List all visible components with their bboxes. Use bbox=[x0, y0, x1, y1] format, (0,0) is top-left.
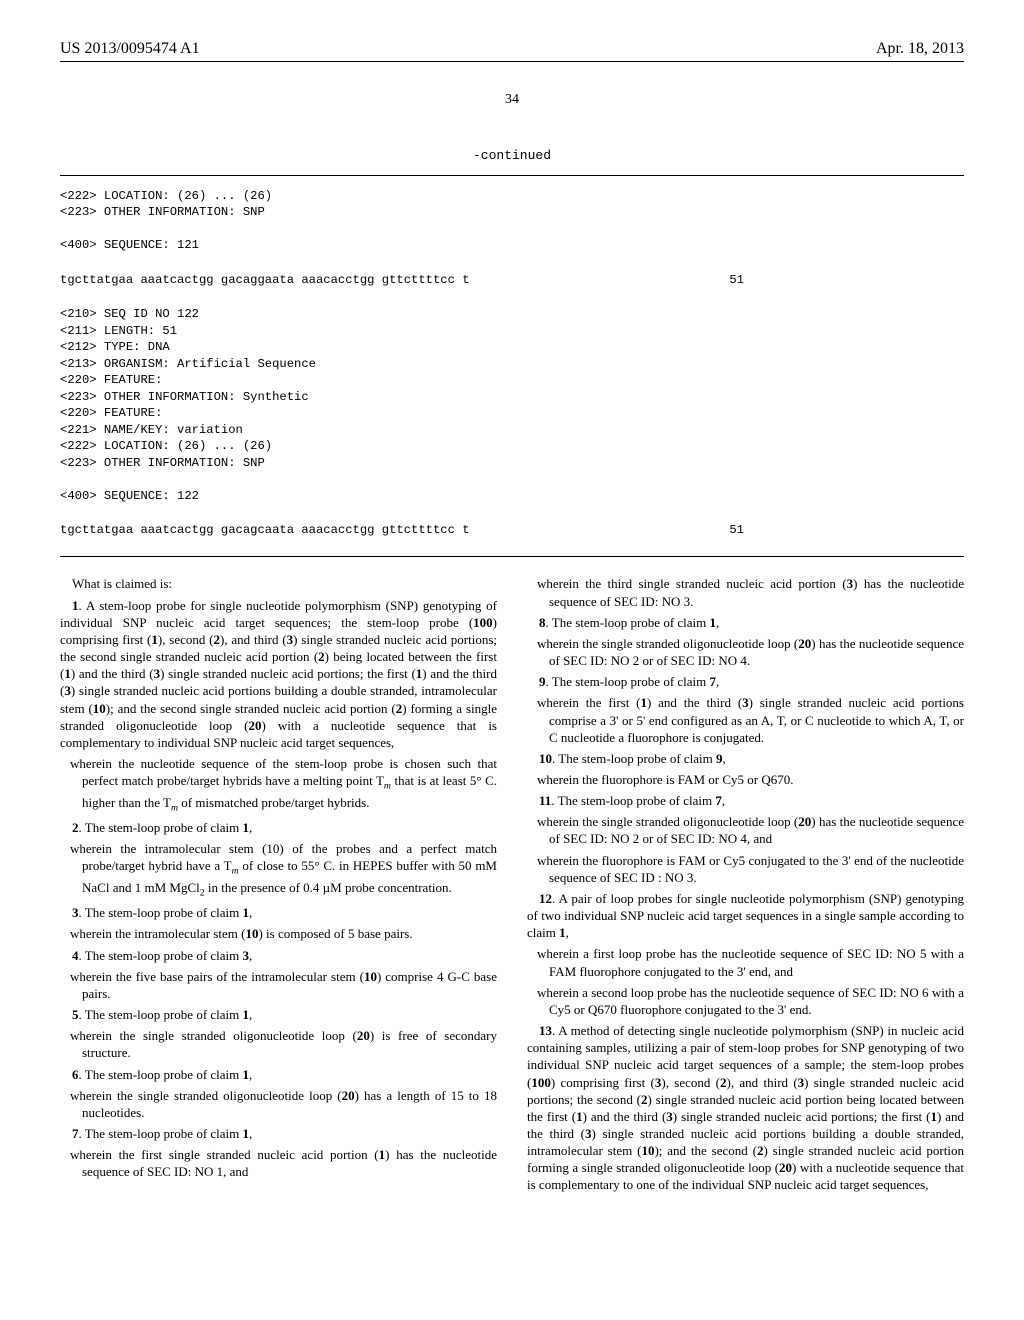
claim-10-wherein: wherein the fluorophore is FAM or Cy5 or… bbox=[549, 771, 964, 788]
claim-6: 6. The stem-loop probe of claim 1, bbox=[60, 1066, 497, 1083]
claim-3: 3. The stem-loop probe of claim 1, bbox=[60, 904, 497, 921]
claim-13: 13. A method of detecting single nucleot… bbox=[527, 1022, 964, 1194]
claim-12-wherein-1: wherein a first loop probe has the nucle… bbox=[549, 945, 964, 979]
divider bbox=[60, 175, 964, 176]
claim-2-wherein: wherein the intramolecular stem (10) of … bbox=[82, 840, 497, 900]
claim-4-wherein: wherein the five base pairs of the intra… bbox=[82, 968, 497, 1002]
patent-number: US 2013/0095474 A1 bbox=[60, 40, 200, 58]
claim-5-wherein: wherein the single stranded oligonucleot… bbox=[82, 1027, 497, 1061]
sequence-122-data: tgcttatgaa aaatcactgg gacagcaata aaacacc… bbox=[60, 522, 964, 538]
page-header: US 2013/0095474 A1 Apr. 18, 2013 bbox=[60, 40, 964, 62]
sequence-text: tgcttatgaa aaatcactgg gacagcaata aaacacc… bbox=[60, 522, 470, 538]
sequence-listing-122-meta: <210> SEQ ID NO 122 <211> LENGTH: 51 <21… bbox=[60, 306, 964, 504]
claim-1: 1. A stem-loop probe for single nucleoti… bbox=[60, 597, 497, 751]
claim-9: 9. The stem-loop probe of claim 7, bbox=[527, 673, 964, 690]
claim-3-wherein: wherein the intramolecular stem (10) is … bbox=[82, 925, 497, 942]
claim-7: 7. The stem-loop probe of claim 1, bbox=[60, 1125, 497, 1142]
claim-12-wherein-2: wherein a second loop probe has the nucl… bbox=[549, 984, 964, 1018]
page-number: 34 bbox=[60, 92, 964, 108]
patent-date: Apr. 18, 2013 bbox=[876, 40, 964, 58]
sequence-listing-121-meta: <222> LOCATION: (26) ... (26) <223> OTHE… bbox=[60, 188, 964, 254]
claim-6-wherein: wherein the single stranded oligonucleot… bbox=[82, 1087, 497, 1121]
claim-2: 2. The stem-loop probe of claim 1, bbox=[60, 819, 497, 836]
claims-columns: What is claimed is: 1. A stem-loop probe… bbox=[60, 575, 964, 1193]
claim-9-wherein: wherein the first (1) and the third (3) … bbox=[549, 694, 964, 745]
claim-1-wherein: wherein the nucleotide sequence of the s… bbox=[82, 755, 497, 815]
claim-11-wherein-1: wherein the single stranded oligonucleot… bbox=[549, 813, 964, 847]
claim-8: 8. The stem-loop probe of claim 1, bbox=[527, 614, 964, 631]
sequence-text: tgcttatgaa aaatcactgg gacaggaata aaacacc… bbox=[60, 272, 470, 288]
claim-4: 4. The stem-loop probe of claim 3, bbox=[60, 947, 497, 964]
claim-11-wherein-2: wherein the fluorophore is FAM or Cy5 co… bbox=[549, 852, 964, 886]
sequence-length: 51 bbox=[729, 522, 964, 538]
claims-intro: What is claimed is: bbox=[60, 575, 497, 592]
divider bbox=[60, 556, 964, 557]
claim-7-wherein-2: wherein the third single stranded nuclei… bbox=[549, 575, 964, 609]
claim-11: 11. The stem-loop probe of claim 7, bbox=[527, 792, 964, 809]
sequence-121-data: tgcttatgaa aaatcactgg gacaggaata aaacacc… bbox=[60, 272, 964, 288]
claim-7-wherein-1: wherein the first single stranded nuclei… bbox=[82, 1146, 497, 1180]
claim-10: 10. The stem-loop probe of claim 9, bbox=[527, 750, 964, 767]
claim-8-wherein: wherein the single stranded oligonucleot… bbox=[549, 635, 964, 669]
claim-12: 12. A pair of loop probes for single nuc… bbox=[527, 890, 964, 941]
continued-label: -continued bbox=[60, 148, 964, 163]
sequence-length: 51 bbox=[729, 272, 964, 288]
claim-5: 5. The stem-loop probe of claim 1, bbox=[60, 1006, 497, 1023]
